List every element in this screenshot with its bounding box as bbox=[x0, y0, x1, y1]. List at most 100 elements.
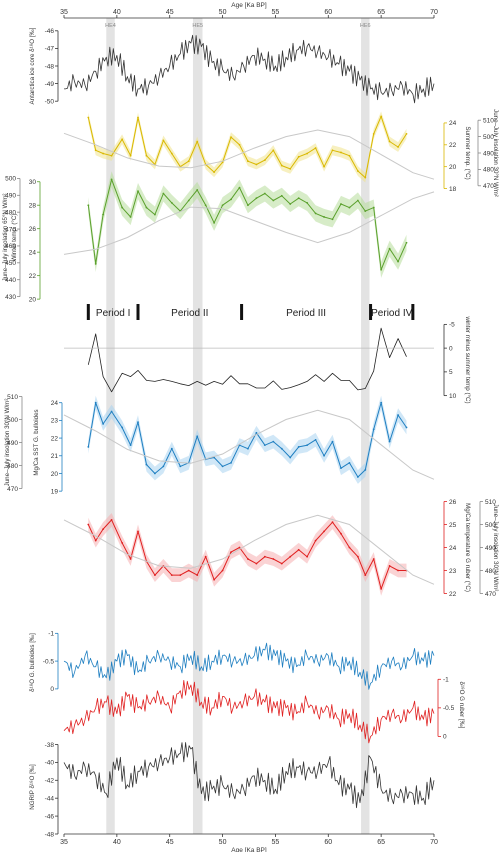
insolation-30N-upper-y-tick-label: 500 bbox=[483, 134, 494, 141]
insolation-30N-curve-upper bbox=[63, 129, 435, 180]
sst_bulloides-y-axis-title: Mg/Ca SST G. bulloides bbox=[33, 409, 40, 475]
sst_bulloides-y-tick-label: 20 bbox=[51, 471, 59, 478]
winter-point bbox=[154, 213, 156, 216]
ruber-point bbox=[255, 562, 258, 565]
sst_bulloides-point bbox=[145, 463, 148, 466]
summer-point bbox=[196, 140, 199, 143]
ruber-point bbox=[397, 569, 399, 572]
antarctica-line bbox=[63, 34, 435, 104]
sst_bulloides-point bbox=[255, 431, 258, 434]
ruber-point bbox=[323, 530, 325, 533]
summer-point bbox=[405, 132, 408, 135]
sst_bulloides-point bbox=[129, 444, 132, 447]
period-label: Period I bbox=[96, 308, 130, 319]
summer-point bbox=[340, 151, 342, 154]
d18o_bulloides-y-axis-title: δ¹⁸O G. bulloides [‰] bbox=[29, 633, 36, 692]
summer-point bbox=[187, 160, 190, 163]
sst_bulloides-point bbox=[102, 423, 105, 425]
ruber-point bbox=[372, 558, 375, 560]
period-label: Period III bbox=[286, 308, 326, 319]
sst_bulloides-y-tick-label: 22 bbox=[51, 435, 59, 442]
ngrip-y-tick-label: -42 bbox=[45, 778, 55, 785]
ruber-point bbox=[280, 562, 283, 565]
ruber-y-tick-label: 22 bbox=[449, 591, 457, 598]
winter-point bbox=[340, 203, 342, 205]
winter-point bbox=[137, 190, 139, 193]
winter-point bbox=[94, 263, 97, 265]
winter-point bbox=[323, 216, 325, 218]
ruber-y-axis-title: Mg/Ca temperature G ruber (°C) bbox=[464, 503, 471, 592]
sst_bulloides-point bbox=[110, 410, 113, 413]
winter-point bbox=[364, 210, 367, 212]
winter-point bbox=[280, 194, 283, 197]
insolation-65N-y-tick-label: 500 bbox=[5, 176, 16, 183]
insolation-65N-y-tick-label: 480 bbox=[5, 209, 16, 216]
ruber-point bbox=[230, 551, 232, 553]
summer-point bbox=[213, 171, 216, 174]
insolation-30N-middle-y-axis-title: June–July insolation 30°N W/m² bbox=[4, 399, 11, 487]
sst_bulloides-point bbox=[289, 456, 292, 459]
sst_bulloides-point bbox=[162, 465, 165, 468]
summer-point bbox=[372, 132, 375, 135]
sst_bulloides-point bbox=[297, 446, 300, 448]
summer-point bbox=[297, 155, 300, 158]
sst_bulloides-point bbox=[372, 428, 375, 431]
summer-point bbox=[238, 143, 241, 146]
ruber-y-tick-label: 24 bbox=[449, 545, 457, 552]
insolation-65N-y-tick-label: 450 bbox=[5, 260, 16, 267]
summer-point bbox=[145, 154, 148, 157]
winter-point bbox=[129, 216, 132, 218]
ruber-point bbox=[380, 588, 383, 590]
d18o_ruber-y-tick-label: 0 bbox=[443, 734, 447, 741]
sst_bulloides-y-tick-label: 24 bbox=[51, 400, 59, 407]
sst_bulloides-point bbox=[356, 476, 359, 478]
winter-point bbox=[204, 204, 207, 207]
winter-point bbox=[306, 201, 309, 204]
x-tick-label: 60 bbox=[324, 839, 332, 846]
x-axis-title-top: Age [Ka BP] bbox=[231, 2, 267, 9]
winter-y-tick-label: 20 bbox=[29, 296, 37, 303]
summer-point bbox=[94, 149, 97, 152]
ruber-y-tick-label: 23 bbox=[449, 568, 457, 575]
difference-line bbox=[87, 327, 407, 393]
ngrip-y-tick-label: -38 bbox=[45, 742, 55, 749]
sst_bulloides-point bbox=[94, 401, 97, 404]
sst_bulloides-point bbox=[121, 426, 124, 429]
ngrip-y-tick-label: -44 bbox=[45, 795, 55, 802]
difference-y-tick-label: 10 bbox=[449, 393, 457, 400]
difference-y-tick-label: 0 bbox=[449, 345, 453, 352]
ruber-point bbox=[331, 521, 334, 524]
winter-point bbox=[289, 203, 292, 205]
winter-point bbox=[221, 204, 224, 207]
winter-point bbox=[247, 204, 249, 207]
summer-point bbox=[323, 165, 325, 168]
winter-point bbox=[187, 199, 190, 202]
x-tick-label: 45 bbox=[166, 9, 174, 16]
ngrip-y-axis-title: NGRIP δ¹⁸O [‰] bbox=[29, 764, 36, 810]
ruber-point bbox=[213, 578, 216, 581]
x-axis-title-bottom: Age [Ka BP] bbox=[231, 847, 267, 852]
sst_bulloides-point bbox=[179, 465, 182, 468]
ruber-point bbox=[221, 569, 224, 572]
summer-point bbox=[87, 116, 90, 119]
ruber-point bbox=[272, 558, 275, 560]
insolation-30N-lower-y-tick-label: 480 bbox=[485, 568, 496, 575]
insolation-65N-y-tick-label: 490 bbox=[5, 193, 16, 200]
x-tick-label: 35 bbox=[60, 9, 68, 16]
sst_bulloides-point bbox=[405, 426, 408, 429]
ruber-point bbox=[364, 574, 367, 576]
x-tick-label: 40 bbox=[113, 9, 121, 16]
sst_bulloides-point bbox=[137, 421, 139, 424]
ruber-uncertainty-band bbox=[88, 513, 407, 596]
ruber-point bbox=[204, 555, 207, 558]
sst_bulloides-point bbox=[170, 447, 173, 450]
sst_bulloides-point bbox=[87, 446, 90, 448]
sst_bulloides-point bbox=[323, 454, 325, 457]
antarctica-y-tick-label: -50 bbox=[45, 99, 55, 106]
period-divider bbox=[136, 304, 140, 320]
x-tick-label: 70 bbox=[430, 839, 438, 846]
d18o_ruber-y-tick-label: -1 bbox=[443, 677, 449, 684]
d18o_bulloides-line bbox=[63, 642, 435, 690]
antarctica-y-tick-label: -49 bbox=[45, 81, 55, 88]
